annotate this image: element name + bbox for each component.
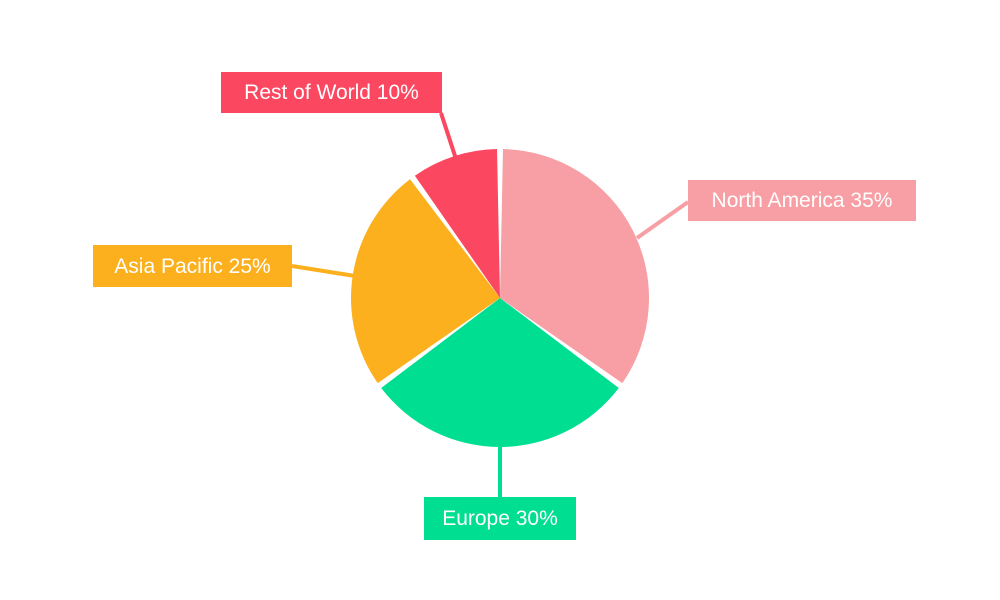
leader-line-group xyxy=(291,112,690,497)
slice-label-text: Rest of World 10% xyxy=(244,81,419,104)
pie-wedge-north-america[interactable] xyxy=(500,149,650,384)
leader-line-rest-of-world xyxy=(439,112,458,160)
slice-label-text: North America 35% xyxy=(711,189,893,212)
slice-label-europe[interactable]: Europe 30% xyxy=(424,497,576,540)
slice-label-text: Europe 30% xyxy=(442,507,558,530)
slice-label-north-america[interactable]: North America 35% xyxy=(688,180,916,221)
pie-wedge-europe[interactable] xyxy=(381,298,619,447)
pie-wedge-rest-of-world[interactable] xyxy=(414,149,500,298)
slice-label-asia-pacific[interactable]: Asia Pacific 25% xyxy=(93,245,292,287)
pie-wedge-group xyxy=(351,149,650,447)
slice-label-text: Asia Pacific 25% xyxy=(114,254,271,278)
slice-label-rest-of-world[interactable]: Rest of World 10% xyxy=(221,72,442,113)
leader-line-north-america xyxy=(635,200,690,240)
pie-wedge-asia-pacific[interactable] xyxy=(351,179,500,384)
leader-line-asia-pacific xyxy=(291,264,356,278)
